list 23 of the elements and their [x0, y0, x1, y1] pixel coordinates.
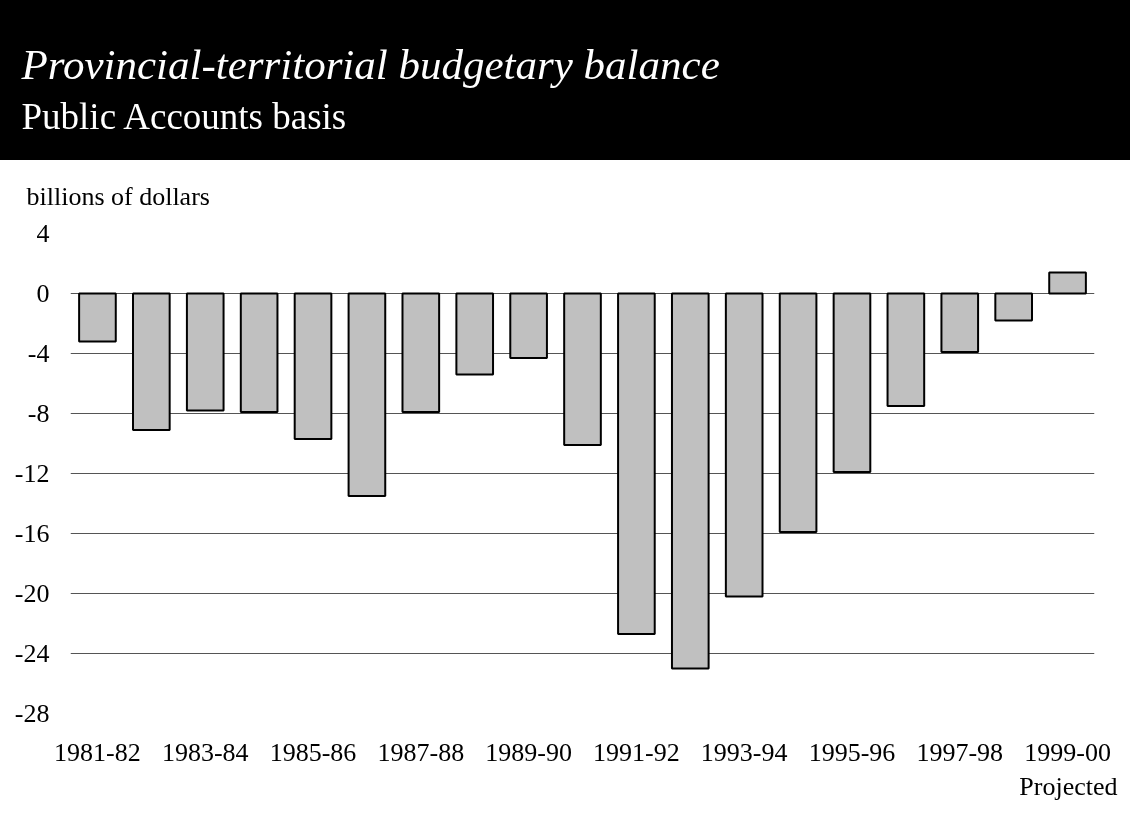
y-tick-label: -16 [14, 519, 50, 548]
x-tick-label: 1989-90 [485, 737, 572, 767]
y-tick-label: -8 [27, 399, 50, 428]
x-tick-label: 1993-94 [700, 737, 788, 767]
x-tick-label: 1985-86 [269, 737, 357, 767]
y-tick-label: -20 [14, 579, 50, 608]
y-tick-label: 0 [36, 279, 50, 308]
x-tick-label: 1987-88 [377, 737, 465, 767]
x-tick-label: 1999-00 [1024, 737, 1111, 767]
text: Projected [1019, 771, 1118, 801]
y-tick-label: -24 [14, 639, 50, 668]
y-tick-label: -28 [14, 699, 50, 728]
chart-subtitle: Public Accounts basis [21, 95, 347, 137]
x-tick-label: 1995-96 [808, 737, 896, 767]
chart-title: Provincial-territorial budgetary balance [20, 40, 720, 88]
y-tick-label: -12 [14, 459, 50, 488]
x-tick-label: 1997-98 [916, 737, 1004, 767]
x-tick-label: 1981-82 [54, 737, 141, 767]
x-tick-label: 1991-92 [593, 737, 680, 767]
y-axis-title: billions of dollars [26, 181, 210, 211]
y-tick-label: 4 [36, 219, 50, 248]
y-tick-label: -4 [27, 339, 50, 368]
x-tick-label: 1983-84 [161, 737, 249, 767]
